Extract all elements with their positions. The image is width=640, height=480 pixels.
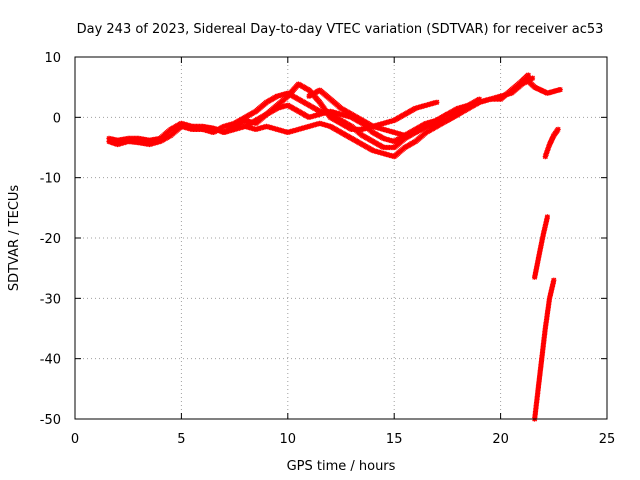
x-tick-label: 15 (386, 432, 403, 447)
series-markers (306, 87, 482, 139)
plot-data (106, 72, 563, 422)
y-tick-label: -10 (40, 172, 61, 187)
y-tick-label: -20 (40, 232, 61, 247)
x-tick-label: 10 (280, 432, 297, 447)
series-markers (532, 214, 550, 280)
series-drop-2 (532, 214, 550, 280)
series-markers (519, 78, 563, 96)
grid (75, 57, 607, 419)
x-tick-label: 25 (599, 432, 616, 447)
x-tick-label: 5 (177, 432, 185, 447)
series-track-e (306, 87, 482, 139)
x-tick-label: 0 (71, 432, 79, 447)
y-tick-label: -40 (40, 353, 61, 368)
y-tick-label: -50 (40, 413, 61, 428)
y-tick-label: 0 (53, 111, 61, 126)
y-tick-label: 10 (44, 51, 61, 66)
series-drop-1 (542, 126, 561, 160)
x-tick-label: 20 (492, 432, 509, 447)
y-tick-label: -30 (40, 292, 61, 307)
y-axis-label: SDTVAR / TECUs (7, 185, 22, 292)
axis-ticks: 0 5 10 15 20 25 -50 -40 -30 -20 -10 0 10 (40, 51, 616, 447)
chart-title: Day 243 of 2023, Sidereal Day-to-day VTE… (77, 22, 604, 37)
series-late-segment (519, 78, 563, 96)
series-markers (542, 126, 561, 160)
x-axis-label: GPS time / hours (287, 459, 396, 474)
